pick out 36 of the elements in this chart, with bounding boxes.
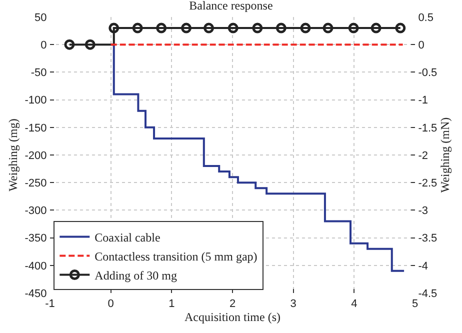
y-tick-label: -300	[24, 205, 47, 218]
legend-label: Contactless transition (5 mm gap)	[94, 249, 258, 264]
y2-tick-label: 0.5	[418, 12, 434, 24]
y-tick-label: -50	[30, 67, 47, 80]
y2-tick-label: -1	[418, 94, 428, 107]
y2-tick-label: -3.5	[418, 232, 438, 245]
y-tick-label: -450	[24, 288, 47, 300]
y-axis-title: Weighing (mg)	[6, 118, 20, 192]
y2-tick-label: -2.5	[418, 177, 438, 190]
x-tick-label: 4	[351, 298, 358, 310]
x-tick-label: 5	[412, 298, 418, 310]
legend-label: Adding of 30 mg	[94, 268, 177, 282]
y2-tick-label: -4	[418, 260, 428, 272]
y2-tick-label: -0.5	[418, 67, 438, 80]
y-tick-label: 50	[34, 12, 47, 24]
y-tick-label: -250	[24, 177, 47, 190]
y2-tick-label: -3	[418, 205, 428, 218]
legend-label: Coaxial cable	[94, 230, 160, 244]
y-tick-label: -200	[24, 150, 47, 162]
y2-tick-label: -4.5	[418, 288, 438, 300]
x-tick-label: 2	[229, 298, 236, 310]
x-tick-label: 1	[168, 298, 175, 310]
y2-tick-label: 0	[418, 39, 424, 52]
chart-title: Balance response	[189, 0, 273, 12]
y2-tick-label: -2	[418, 150, 428, 162]
y-tick-label: -150	[24, 122, 47, 134]
x-axis-title: Acquisition time (s)	[184, 310, 280, 324]
x-tick-label: 3	[290, 298, 296, 310]
y2-tick-label: -1.5	[418, 122, 438, 134]
y2-axis-title: Weighing (mN)	[438, 117, 452, 193]
y-tick-label: -100	[24, 94, 47, 107]
y-tick-label: -400	[24, 260, 47, 272]
y-tick-label: 0	[40, 39, 47, 52]
x-tick-label: 0	[108, 298, 114, 310]
x-tick-label: -1	[45, 298, 55, 310]
y-tick-label: -350	[24, 232, 47, 245]
